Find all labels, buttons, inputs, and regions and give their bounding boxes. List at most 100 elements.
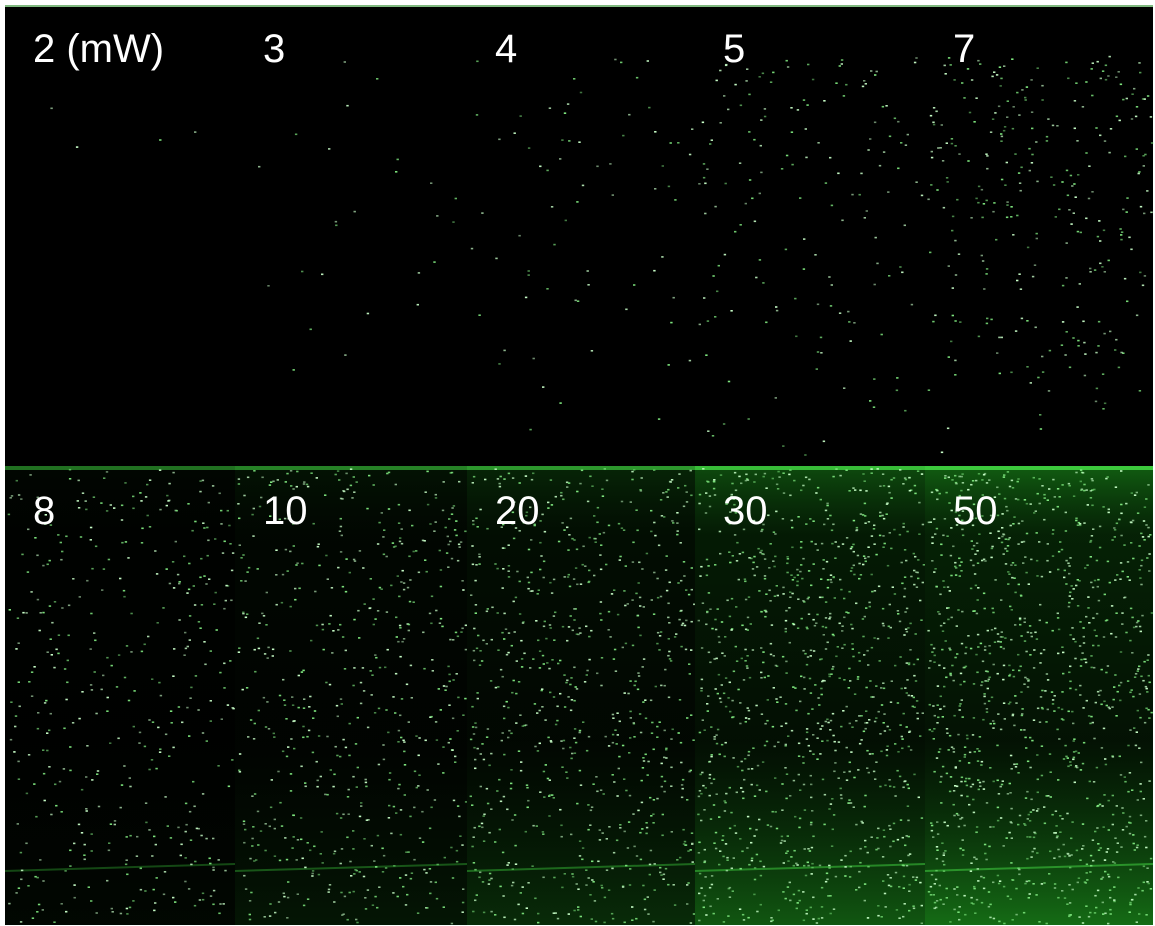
particle [786, 572, 788, 574]
particle [905, 144, 907, 146]
particle [724, 756, 726, 758]
particle [627, 847, 629, 849]
particle [212, 904, 214, 906]
particle [764, 745, 766, 747]
particle [232, 552, 234, 554]
panel-background [467, 7, 695, 466]
particle [1050, 771, 1052, 773]
particle [998, 921, 1000, 923]
particle [631, 479, 633, 481]
particle [231, 759, 233, 761]
particle [833, 771, 835, 773]
particle [440, 709, 442, 711]
particle [510, 788, 512, 790]
particle [731, 598, 733, 600]
particle [720, 701, 722, 703]
particle [1046, 923, 1048, 925]
particle [470, 796, 472, 798]
particle [551, 206, 553, 208]
particle [782, 891, 784, 893]
particle [639, 489, 641, 491]
particle [609, 636, 611, 638]
particle [958, 558, 960, 560]
particle [879, 512, 881, 514]
particle [1012, 234, 1014, 236]
particle [487, 728, 489, 730]
particle [888, 825, 890, 827]
particle [1075, 520, 1077, 522]
particle [872, 696, 874, 698]
particle [1006, 837, 1008, 839]
particle [782, 445, 784, 447]
particle [403, 751, 405, 753]
particle [873, 378, 875, 380]
particle [403, 638, 405, 640]
particle [426, 907, 428, 909]
particle [1007, 793, 1009, 795]
particle [561, 836, 563, 838]
particle [457, 560, 459, 562]
particle [637, 615, 639, 617]
particle [78, 718, 80, 720]
particle [935, 586, 937, 588]
particle [913, 553, 915, 555]
particle [686, 799, 688, 801]
particle [29, 474, 31, 476]
particle [961, 611, 963, 613]
particle [103, 477, 105, 479]
particle [1037, 493, 1039, 495]
particle [667, 617, 669, 619]
particle [875, 685, 877, 687]
particle [91, 568, 93, 570]
particle [374, 712, 376, 714]
particle [452, 718, 454, 720]
particle [1017, 481, 1019, 483]
particle [1068, 565, 1070, 567]
particle [602, 832, 604, 834]
particle [994, 628, 996, 630]
particle [61, 903, 63, 905]
particle [465, 801, 467, 803]
particle [425, 491, 427, 493]
particle [656, 736, 658, 738]
particle [772, 811, 774, 813]
particle [74, 897, 76, 899]
particle [532, 473, 534, 475]
particle [475, 612, 477, 614]
particle [1096, 767, 1098, 769]
particle [39, 630, 41, 632]
particle [785, 723, 787, 725]
particle [1083, 490, 1085, 492]
particle [971, 540, 973, 542]
particle [17, 823, 19, 825]
particle [993, 202, 995, 204]
particle [312, 752, 314, 754]
particle [644, 909, 646, 911]
particle [990, 319, 992, 321]
particle [773, 687, 775, 689]
particle [993, 664, 995, 666]
particle [787, 886, 789, 888]
particle [1121, 231, 1123, 233]
particle [548, 815, 550, 817]
particle [737, 766, 739, 768]
particle [69, 865, 71, 867]
particle [1034, 632, 1036, 634]
particle [612, 742, 614, 744]
particle [667, 884, 669, 886]
particle [929, 704, 931, 706]
particle [432, 670, 434, 672]
particle [481, 660, 483, 662]
particle [706, 575, 708, 577]
particle [748, 557, 750, 559]
particle [297, 893, 299, 895]
particle [819, 753, 821, 755]
particle [308, 730, 310, 732]
particle [818, 918, 820, 920]
particle [180, 844, 182, 846]
particle [1059, 496, 1061, 498]
particle [794, 687, 796, 689]
particle [711, 139, 713, 141]
particle [811, 867, 813, 869]
particle [953, 715, 955, 717]
